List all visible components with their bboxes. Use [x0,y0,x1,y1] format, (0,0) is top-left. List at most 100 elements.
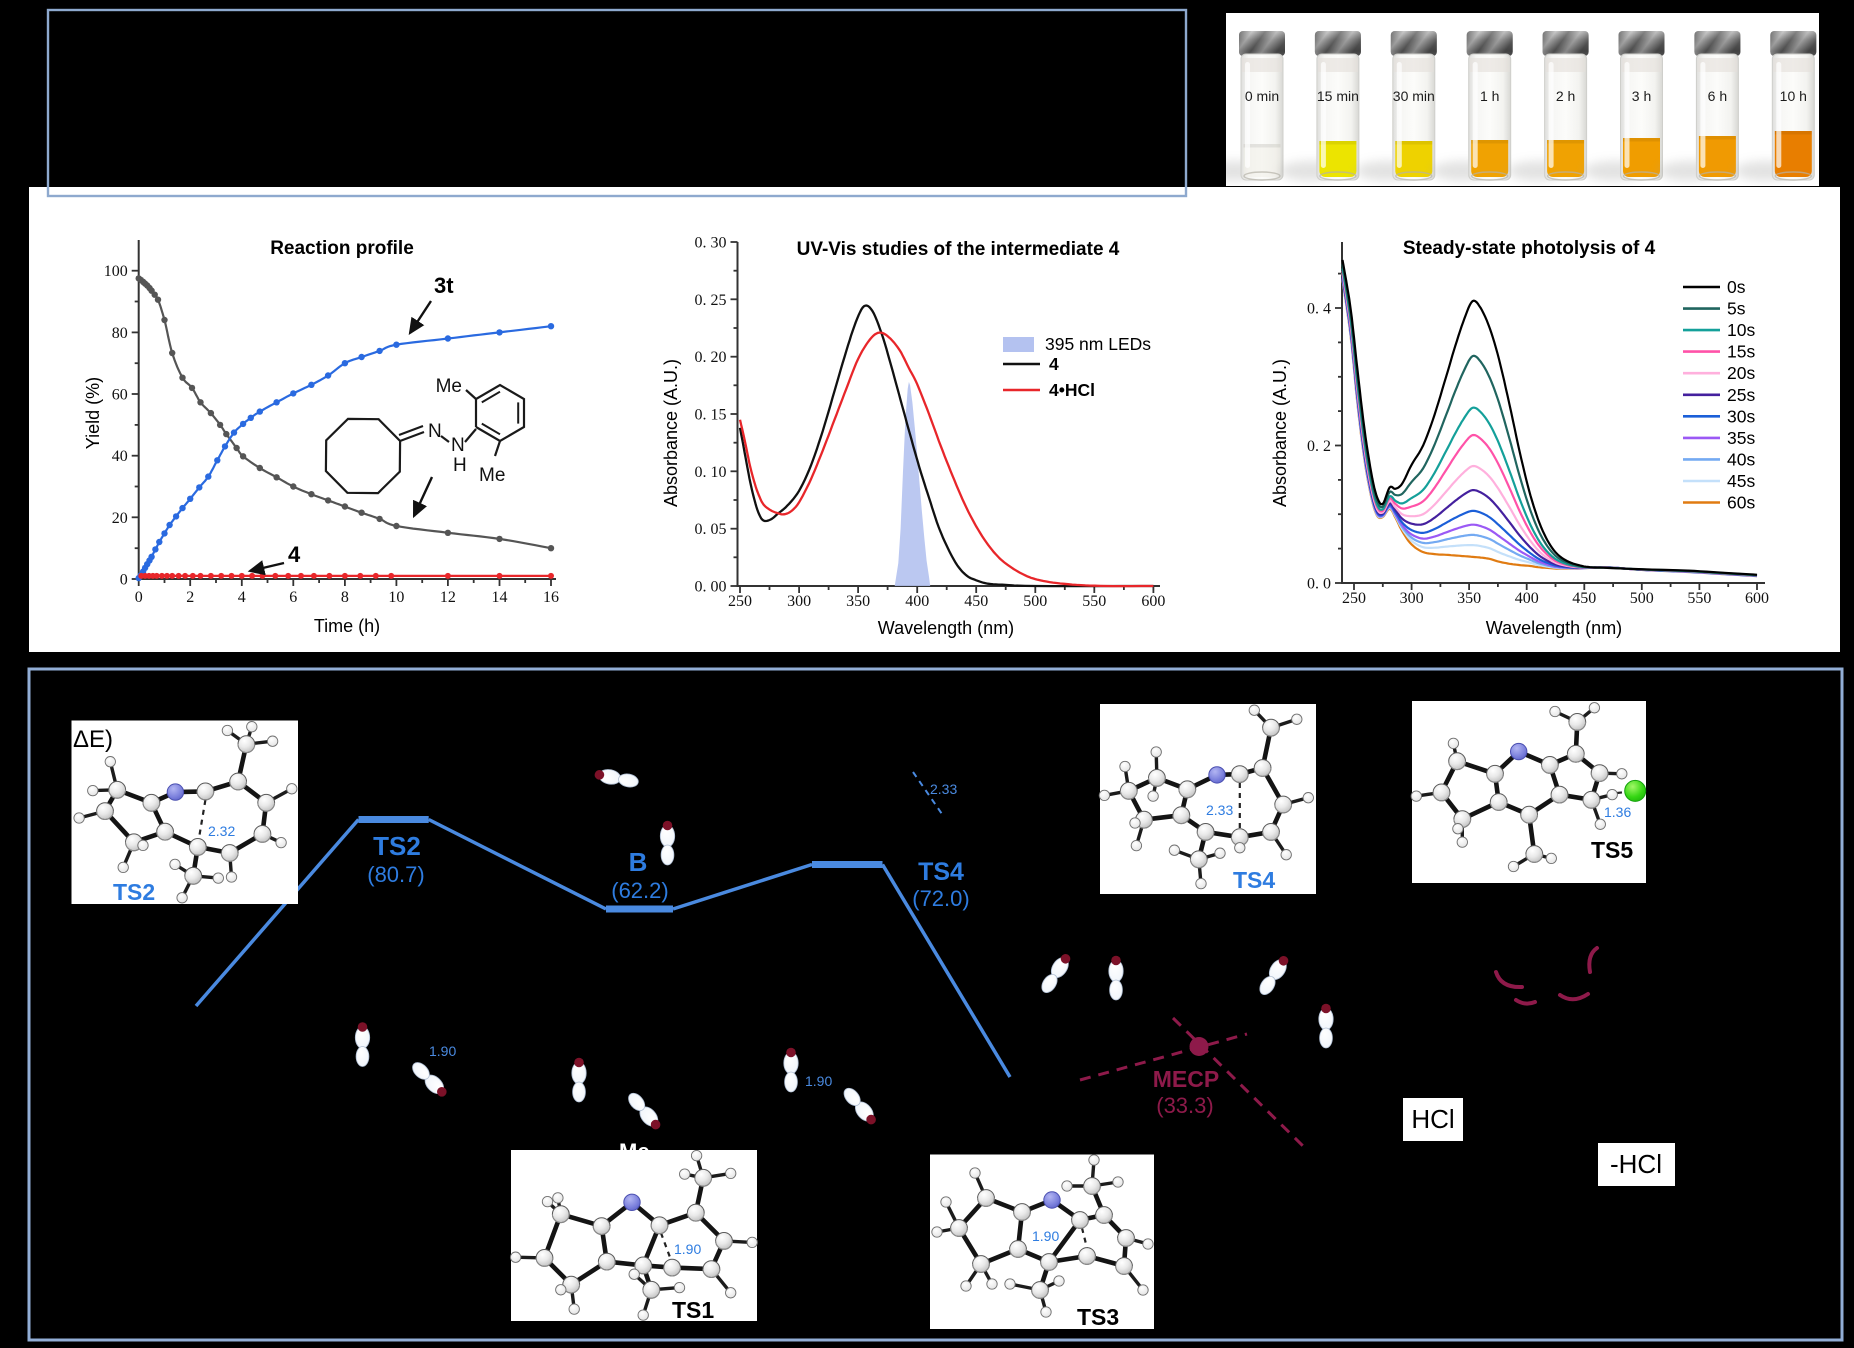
svg-text:0. 25: 0. 25 [695,292,727,309]
svg-text:0. 20: 0. 20 [695,349,727,366]
svg-text:250: 250 [1342,590,1366,607]
svg-text:20s: 20s [1727,363,1755,383]
svg-text:10: 10 [388,589,404,606]
svg-text:Absorbance (A.U.): Absorbance (A.U.) [661,359,681,507]
svg-text:3 h: 3 h [1632,88,1651,104]
svg-text:Time (h): Time (h) [314,616,380,636]
svg-text:TS4: TS4 [918,858,964,886]
svg-text:UV-Vis studies of the intermed: UV-Vis studies of the intermediate 4 [797,239,1120,260]
svg-text:30s: 30s [1727,406,1755,426]
svg-text:0. 10: 0. 10 [695,464,727,481]
svg-text:25s: 25s [1727,385,1755,405]
svg-text:(62.2): (62.2) [611,878,668,903]
svg-text:500: 500 [1023,593,1047,610]
svg-text:TS3: TS3 [1077,1304,1119,1330]
svg-text:N: N [451,435,465,456]
svg-text:350: 350 [1457,590,1481,607]
svg-text:6: 6 [289,589,297,606]
svg-text:40: 40 [112,448,128,465]
svg-text:(72.0): (72.0) [912,886,969,911]
svg-text:400: 400 [1515,590,1539,607]
svg-text:ΔE): ΔE) [73,726,113,753]
svg-text:550: 550 [1082,593,1106,610]
svg-text:0. 15: 0. 15 [695,407,727,424]
svg-text:MECP: MECP [1153,1066,1219,1092]
svg-text:4•HCl: 4•HCl [1049,380,1095,400]
svg-text:B: B [629,847,648,877]
svg-text:4: 4 [288,542,301,567]
svg-text:2 h: 2 h [1556,88,1575,104]
svg-text:-HCl: -HCl [1610,1149,1662,1179]
svg-text:450: 450 [964,593,988,610]
svg-text:4: 4 [238,589,246,606]
svg-text:300: 300 [1400,590,1424,607]
svg-text:Yield (%): Yield (%) [83,377,103,449]
svg-text:0s: 0s [1727,277,1746,297]
svg-text:0. 30: 0. 30 [695,235,727,252]
svg-text:Reaction profile: Reaction profile [270,238,414,259]
svg-text:20: 20 [112,510,128,527]
svg-text:550: 550 [1687,590,1711,607]
svg-text:16: 16 [543,589,559,606]
svg-text:0. 00: 0. 00 [695,579,727,596]
svg-text:N: N [428,421,442,442]
svg-text:2.32: 2.32 [208,823,235,839]
svg-text:15 min: 15 min [1317,88,1359,104]
svg-text:TS4: TS4 [1233,867,1275,893]
svg-text:1.90: 1.90 [805,1073,832,1089]
svg-text:Wavelength (nm): Wavelength (nm) [1486,618,1622,638]
svg-text:1.90: 1.90 [674,1241,701,1257]
svg-text:400: 400 [905,593,929,610]
svg-text:600: 600 [1141,593,1165,610]
svg-text:0: 0 [120,572,128,589]
svg-text:395 nm LEDs: 395 nm LEDs [1045,334,1151,354]
svg-text:300: 300 [787,593,811,610]
svg-text:0. 2: 0. 2 [1307,438,1331,455]
svg-text:2.33: 2.33 [1206,802,1233,818]
svg-text:H: H [453,455,467,476]
svg-text:4: 4 [1049,354,1059,374]
svg-text:(80.7): (80.7) [367,862,424,887]
svg-text:0. 4: 0. 4 [1307,301,1331,318]
svg-text:600: 600 [1745,590,1769,607]
svg-text:2: 2 [186,589,194,606]
svg-text:0 min: 0 min [1245,88,1279,104]
svg-text:Wavelength (nm): Wavelength (nm) [878,618,1014,638]
svg-text:0: 0 [135,589,143,606]
svg-text:5s: 5s [1727,299,1746,319]
svg-text:35s: 35s [1727,428,1755,448]
svg-text:TS5: TS5 [1591,837,1633,863]
svg-text:0. 0: 0. 0 [1307,576,1331,593]
svg-text:10 h: 10 h [1780,88,1807,104]
svg-text:TS2: TS2 [113,879,155,905]
svg-text:60: 60 [112,387,128,404]
svg-text:HCl: HCl [1411,1104,1454,1134]
svg-text:15s: 15s [1727,342,1755,362]
svg-text:TS2: TS2 [373,831,421,861]
svg-text:TS1: TS1 [672,1297,714,1323]
svg-text:500: 500 [1630,590,1654,607]
svg-text:8: 8 [341,589,349,606]
svg-text:30 min: 30 min [1393,88,1435,104]
svg-text:60s: 60s [1727,493,1755,513]
svg-text:1.36: 1.36 [1604,804,1631,820]
svg-text:Me: Me [479,465,505,486]
svg-text:12: 12 [440,589,456,606]
svg-text:14: 14 [492,589,508,606]
svg-text:10s: 10s [1727,320,1755,340]
svg-text:1.90: 1.90 [1032,1228,1059,1244]
svg-text:2.33: 2.33 [930,781,957,797]
svg-text:450: 450 [1572,590,1596,607]
svg-text:45s: 45s [1727,471,1755,491]
svg-text:1 h: 1 h [1480,88,1499,104]
svg-text:100: 100 [104,263,128,280]
svg-text:40s: 40s [1727,449,1755,469]
svg-text:Steady-state photolysis of 4: Steady-state photolysis of 4 [1403,238,1656,259]
svg-text:Me: Me [619,1139,650,1164]
svg-text:Me: Me [436,376,462,397]
svg-text:80: 80 [112,325,128,342]
svg-text:3t: 3t [434,273,454,298]
svg-text:1.90: 1.90 [429,1043,456,1059]
svg-text:250: 250 [728,593,752,610]
svg-text:0. 05: 0. 05 [695,521,727,538]
